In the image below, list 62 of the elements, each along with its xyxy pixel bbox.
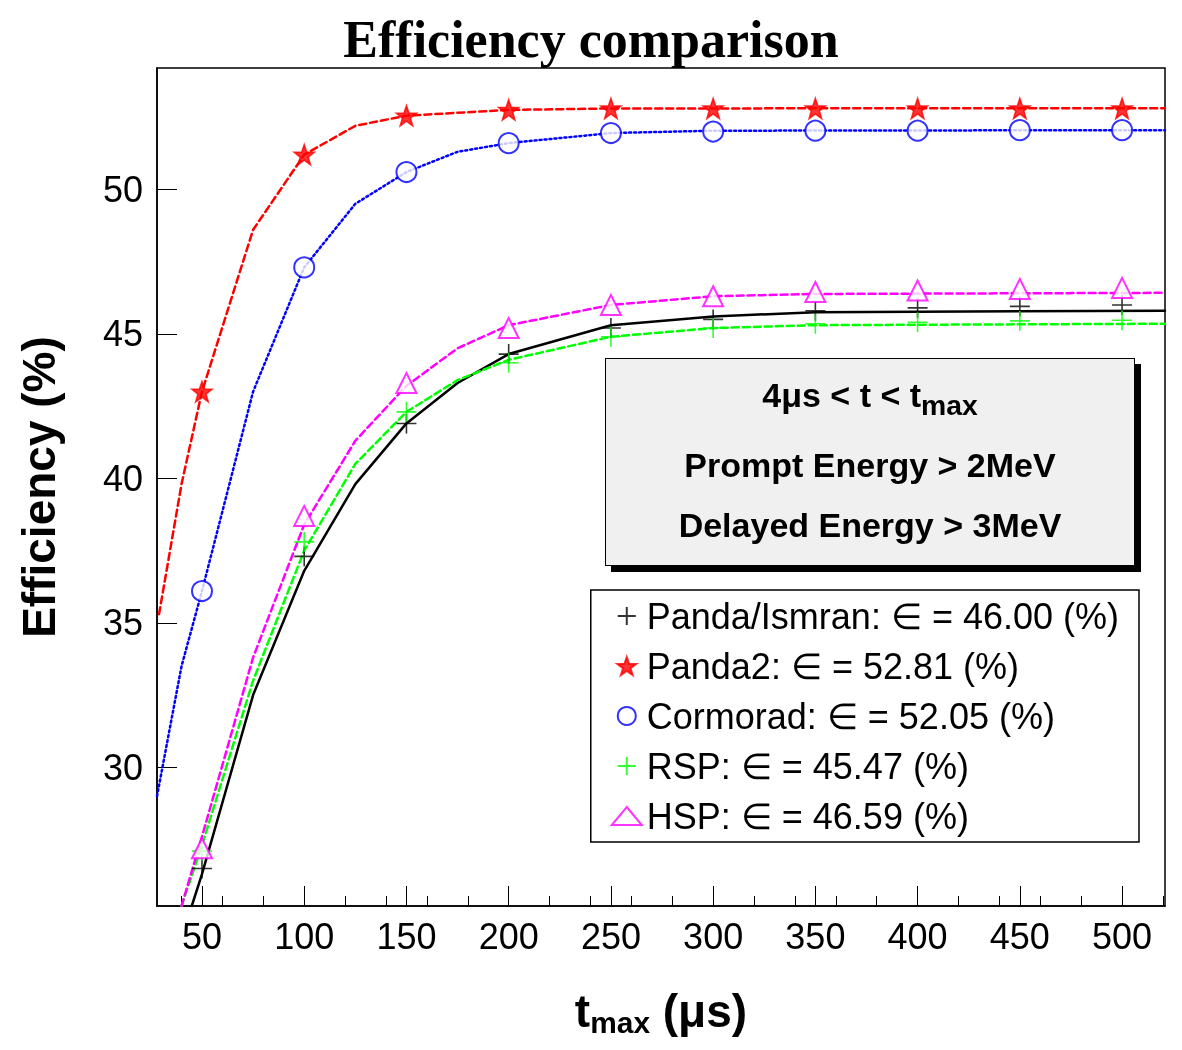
x-tick-label: 250: [580, 915, 641, 957]
point: [702, 97, 724, 120]
point: [1008, 119, 1031, 142]
point: [1009, 310, 1031, 332]
point: [395, 401, 418, 423]
legend-label: HSP: ∈ = 46.59 (%): [646, 795, 969, 837]
legend-label: Panda/Ismran: ∈ = 46.00 (%): [646, 595, 1120, 637]
point: [497, 132, 520, 155]
point: [191, 380, 213, 403]
legend-label: RSP: ∈ = 45.47 (%): [646, 745, 969, 787]
x-tick-label: 200: [478, 915, 539, 957]
chart-title: Efficiency comparison: [343, 10, 839, 68]
x-tick-label: 300: [683, 915, 744, 957]
x-tick-label: 100: [274, 915, 335, 957]
point: [906, 279, 929, 302]
point: [1111, 276, 1134, 299]
y-tick-label: 40: [102, 457, 143, 499]
point: [497, 351, 520, 374]
y-tick-label: 45: [102, 313, 143, 355]
point: [702, 120, 725, 143]
x-tick-label: 50: [181, 915, 223, 957]
x-tick-label: 450: [989, 915, 1050, 957]
point: [906, 311, 929, 334]
point: [191, 580, 213, 603]
point: [497, 99, 520, 121]
point: [395, 371, 418, 394]
x-tick-label: 500: [1092, 915, 1153, 957]
point: [293, 531, 316, 553]
y-tick-label: 30: [102, 746, 143, 788]
point: [600, 325, 622, 348]
point: [804, 312, 827, 335]
point: [804, 280, 827, 303]
point: [906, 97, 929, 120]
legend-label: Cormorad: ∈ = 52.05 (%): [646, 695, 1055, 737]
point: [804, 119, 827, 142]
legend-label: Panda2: ∈ = 52.81 (%): [646, 645, 1020, 687]
point: [906, 119, 929, 142]
point: [599, 293, 622, 316]
y-tick-label: 50: [102, 168, 143, 210]
point: [395, 161, 418, 184]
point: [1111, 97, 1133, 120]
annotation: Delayed Energy > 3MeV: [677, 504, 1063, 546]
point: [1008, 278, 1031, 301]
x-tick-label: 400: [887, 915, 948, 957]
point: [395, 104, 418, 127]
point: [600, 97, 622, 120]
point: [804, 97, 827, 120]
point: [1111, 119, 1134, 142]
annotation: 4μs < t < t$_{max}$: [761, 375, 979, 423]
y-axis-title: Efficiency (%): [13, 336, 65, 638]
annotation: Prompt Energy > 2MeV: [683, 444, 1057, 486]
point: [293, 143, 316, 166]
point: [497, 317, 520, 340]
y-tick-label: 35: [102, 602, 143, 644]
point: [599, 122, 622, 145]
point: [1111, 309, 1133, 332]
point: [293, 504, 316, 527]
x-tick-label: 350: [785, 915, 846, 957]
point: [702, 285, 725, 308]
point: [1009, 97, 1031, 120]
point: [293, 256, 316, 279]
x-tick-label: 150: [376, 915, 437, 957]
